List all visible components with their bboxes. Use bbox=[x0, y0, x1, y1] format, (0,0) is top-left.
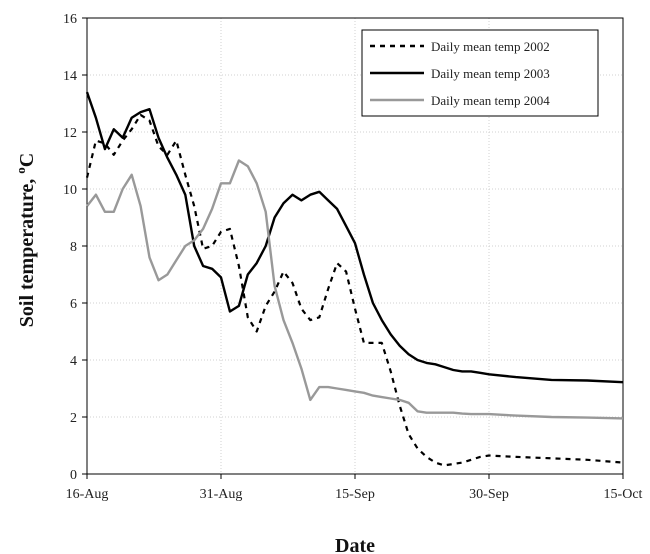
series-line-3 bbox=[86, 159, 624, 420]
y-tick-label: 10 bbox=[63, 183, 77, 198]
y-tick-label: 6 bbox=[70, 297, 77, 312]
y-tick-label: 16 bbox=[63, 12, 77, 27]
y-axis-ticks: 0 2 4 6 8 10 12 14 16 bbox=[63, 12, 87, 483]
series-line-2 bbox=[85, 91, 624, 384]
y-axis-title-unit: C bbox=[16, 153, 38, 167]
x-tick-label: 31-Aug bbox=[200, 487, 243, 502]
x-axis-title: Date bbox=[335, 535, 375, 554]
legend: Daily mean temp 2002 Daily mean temp 2003… bbox=[361, 29, 599, 117]
y-tick-label: 4 bbox=[70, 354, 77, 369]
y-tick-label: 0 bbox=[70, 468, 77, 483]
y-axis-title-degree: o bbox=[13, 167, 28, 174]
legend-label-1: Daily mean temp 2002 bbox=[431, 39, 550, 54]
series-line-1 bbox=[85, 113, 624, 467]
y-tick-label: 12 bbox=[63, 126, 77, 141]
x-tick-label: 30-Sep bbox=[469, 487, 509, 502]
series-layer bbox=[85, 91, 624, 467]
x-tick-label: 15-Sep bbox=[335, 487, 375, 502]
legend-label-2: Daily mean temp 2003 bbox=[431, 66, 550, 81]
x-axis-ticks: 16-Aug 31-Aug 15-Sep 30-Sep 15-Oct bbox=[66, 474, 643, 502]
y-tick-label: 14 bbox=[63, 69, 77, 84]
y-tick-label: 2 bbox=[70, 411, 77, 426]
x-tick-label: 16-Aug bbox=[66, 487, 109, 502]
y-tick-label: 8 bbox=[70, 240, 77, 255]
legend-label-3: Daily mean temp 2004 bbox=[431, 93, 550, 108]
x-tick-label: 15-Oct bbox=[604, 487, 643, 502]
y-axis-title-text: Soil temperature, bbox=[16, 174, 38, 328]
y-axis-title: Soil temperature, oC bbox=[13, 153, 38, 327]
